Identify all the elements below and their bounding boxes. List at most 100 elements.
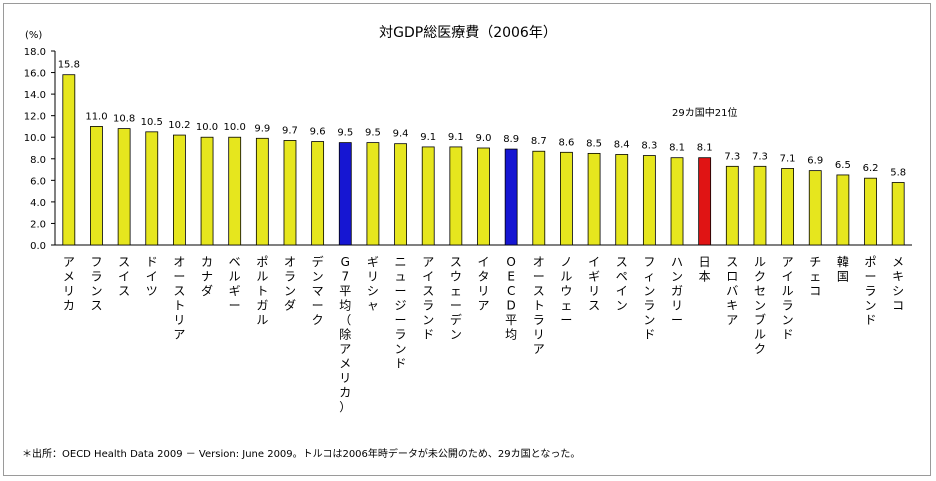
category-char: 韓 xyxy=(837,255,849,269)
category-char: ダ xyxy=(284,298,296,313)
value-label: 10.2 xyxy=(168,120,190,131)
category-char: ア xyxy=(477,299,489,313)
category-char: シ xyxy=(367,284,379,298)
category-char: リ xyxy=(671,299,683,313)
y-tick-label: 14.0 xyxy=(24,90,46,101)
bar-24 xyxy=(725,165,739,246)
category-char: ス xyxy=(422,284,434,298)
category-char: ス xyxy=(173,284,185,298)
category-char: セ xyxy=(754,284,766,298)
category-char: ド xyxy=(146,255,158,269)
category-char: イ xyxy=(477,255,489,269)
category-char: ア xyxy=(782,255,794,269)
category-char: 均 xyxy=(505,328,517,342)
category-char: リ xyxy=(63,284,75,298)
category-char: ル xyxy=(256,313,268,327)
category-char: ダ xyxy=(201,283,213,298)
category-char: ド xyxy=(395,357,407,371)
category-char: ド xyxy=(422,328,434,342)
bar-21 xyxy=(642,155,656,246)
category-char: ル xyxy=(560,270,572,284)
category-char: イ xyxy=(118,270,130,284)
value-label: 8.7 xyxy=(531,136,547,147)
category-char: キ xyxy=(892,270,904,284)
bar-14 xyxy=(449,146,463,246)
category-char: ト xyxy=(256,284,268,298)
category-char: ン xyxy=(90,284,102,298)
category-char: ュ xyxy=(395,270,407,284)
category-char: 平 xyxy=(339,284,351,298)
value-label: 7.3 xyxy=(724,151,740,162)
category-char: リ xyxy=(588,284,600,298)
category-char: イ xyxy=(782,270,794,284)
bar-8 xyxy=(283,140,297,246)
category-char: ポ xyxy=(256,255,268,269)
category-char: ギ xyxy=(229,284,241,298)
category-char: ペ xyxy=(616,270,628,284)
category-char: ル xyxy=(754,328,766,342)
category-char: ャ xyxy=(367,299,379,313)
bar-10 xyxy=(338,142,352,246)
category-char: ド xyxy=(643,328,655,342)
category-char: ー xyxy=(533,270,545,284)
category-char: イ xyxy=(588,255,600,269)
category-char: イ xyxy=(146,270,158,284)
bar-20 xyxy=(615,154,629,246)
category-char: 平 xyxy=(505,313,517,327)
value-label: 7.1 xyxy=(780,153,796,164)
category-char: オ xyxy=(533,255,545,269)
category-char: ジ xyxy=(395,299,407,313)
category-char: ス xyxy=(90,299,102,313)
category-char: 日 xyxy=(699,255,711,269)
value-label: 9.7 xyxy=(282,125,298,136)
bar-11 xyxy=(366,142,380,246)
category-char: ニ xyxy=(395,255,407,269)
category-char: ブ xyxy=(754,312,766,327)
category-char: ア xyxy=(726,313,738,327)
bar-29 xyxy=(864,177,877,246)
rank-annotation: 29カ国中21位 xyxy=(672,106,737,119)
category-char: ン xyxy=(395,342,407,356)
category-label: チェコ xyxy=(809,255,821,298)
category-char: ノ xyxy=(560,255,572,269)
category-char: ナ xyxy=(201,270,213,284)
category-char: ス xyxy=(450,255,462,269)
value-label: 8.1 xyxy=(697,143,713,154)
category-char: リ xyxy=(339,371,351,385)
category-char: ハ xyxy=(671,255,683,269)
category-char: ン xyxy=(450,328,462,342)
y-tick-label: 18.0 xyxy=(24,47,46,58)
category-char: バ xyxy=(726,284,738,298)
category-char: ル xyxy=(229,270,241,284)
value-label: 15.8 xyxy=(58,60,80,71)
y-tick-label: 0.0 xyxy=(30,241,46,252)
category-char: ー xyxy=(671,313,683,327)
category-label: スイス xyxy=(118,255,130,298)
value-label: 6.2 xyxy=(863,163,879,174)
category-char: ギ xyxy=(367,255,379,269)
category-char: ス xyxy=(588,299,600,313)
category-char: C xyxy=(507,284,515,298)
category-char: ス xyxy=(118,255,130,269)
category-char: 7 xyxy=(341,270,349,284)
value-label: 10.5 xyxy=(141,117,163,128)
category-label: 韓国 xyxy=(837,255,849,284)
bar-6 xyxy=(228,136,242,246)
category-char: タ xyxy=(477,270,489,284)
value-label: 8.6 xyxy=(558,137,574,148)
category-char: ー xyxy=(450,299,462,313)
category-char: ク xyxy=(312,313,324,327)
value-label: 8.5 xyxy=(586,138,602,149)
category-char: ン xyxy=(671,270,683,284)
y-tick-label: 10.0 xyxy=(24,133,46,144)
